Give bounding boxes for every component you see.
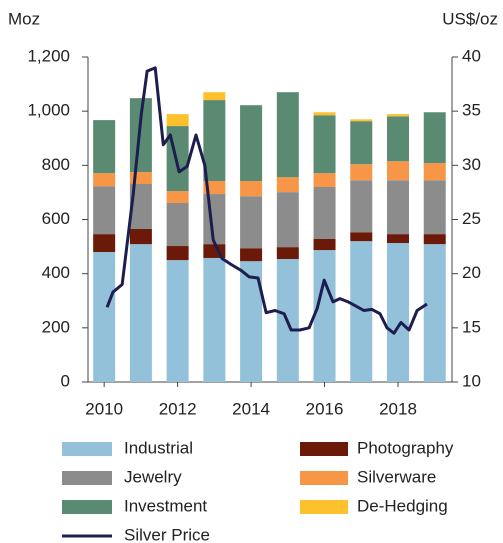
bar-segment (423, 244, 446, 382)
y2-tick-label: 25 (462, 209, 481, 228)
bar-segment (129, 184, 152, 229)
legend-swatch (62, 471, 112, 485)
bar-segment (387, 234, 410, 244)
bar-segment (423, 234, 446, 245)
bar-segment (93, 252, 116, 382)
bar-segment (240, 181, 263, 197)
bar-segment (240, 248, 263, 262)
bar-segment (350, 121, 373, 165)
x-tick-label: 2012 (159, 399, 197, 418)
y2-tick-label: 30 (462, 155, 481, 174)
y-tick-label: 0 (61, 371, 70, 390)
legend-swatch (62, 442, 112, 456)
legend-label: Industrial (124, 438, 193, 457)
legend-swatch (300, 442, 348, 456)
bar-segment (203, 257, 226, 382)
y-tick-label: 800 (42, 155, 70, 174)
y-tick-label: 600 (42, 209, 70, 228)
legend-label: Silverware (357, 467, 436, 486)
bar-segment (313, 115, 336, 174)
y2-tick-label: 20 (462, 263, 481, 282)
bar-segment (129, 228, 152, 245)
bar-segment (313, 187, 336, 239)
legend-label: Investment (124, 496, 207, 515)
y-tick-label: 1,000 (27, 101, 70, 120)
bar-segment (313, 250, 336, 382)
bar-segment (240, 105, 263, 182)
legend-swatch (62, 500, 112, 514)
y-tick-label: 200 (42, 317, 70, 336)
bar-segment (350, 232, 373, 242)
bar-segment (166, 114, 189, 127)
bar-segment (93, 120, 116, 174)
bar-segment (423, 180, 446, 235)
bar-segment (387, 161, 410, 181)
bar-segment (350, 119, 373, 122)
y2-tick-label: 35 (462, 101, 481, 120)
bar-segment (166, 246, 189, 261)
legend-label: De-Hedging (357, 496, 448, 515)
bar-segment (423, 112, 446, 164)
bar-segment (350, 164, 373, 181)
bar-segment (387, 116, 410, 162)
x-tick-label: 2018 (379, 399, 417, 418)
y2-tick-label: 10 (462, 371, 481, 390)
bar-segment (93, 234, 116, 252)
bar-segment (203, 92, 226, 101)
bar-segment (93, 173, 116, 187)
bar-segment (129, 172, 152, 185)
bar-segment (313, 112, 336, 116)
bar-segment (276, 192, 299, 248)
bar-segment (313, 239, 336, 251)
bar-segment (129, 98, 152, 173)
bar-segment (166, 202, 189, 247)
bar-segment (387, 114, 410, 117)
y-axis-label: Moz (8, 9, 40, 28)
bar-segment (276, 92, 299, 178)
y-tick-label: 400 (42, 263, 70, 282)
bar-segment (350, 180, 373, 233)
bar-segment (166, 260, 189, 382)
x-tick-label: 2010 (85, 399, 123, 418)
legend-swatch (300, 471, 348, 485)
y2-tick-label: 15 (462, 317, 481, 336)
bar-segment (166, 191, 189, 203)
legend-swatch (300, 500, 348, 514)
bar-segment (313, 173, 336, 187)
bar-segment (276, 247, 299, 260)
bar-segment (240, 196, 263, 249)
bar-segment (276, 177, 299, 193)
y2-axis-label: US$/oz (442, 9, 498, 28)
legend-label: Silver Price (124, 525, 210, 543)
bar-segment (387, 180, 410, 235)
bar-segment (93, 186, 116, 235)
bar-segment (387, 243, 410, 382)
bar-segment (350, 241, 373, 382)
legend-label: Jewelry (124, 467, 182, 486)
y-tick-label: 1,200 (27, 46, 70, 65)
bar-segment (129, 244, 152, 382)
bar-segment (240, 261, 263, 382)
price-line (105, 66, 428, 335)
bar-segment (203, 100, 226, 182)
bar-segment (423, 163, 446, 181)
x-tick-label: 2014 (232, 399, 270, 418)
x-tick-label: 2016 (306, 399, 344, 418)
legend-label: Photography (357, 438, 454, 457)
y2-tick-label: 40 (462, 46, 481, 65)
